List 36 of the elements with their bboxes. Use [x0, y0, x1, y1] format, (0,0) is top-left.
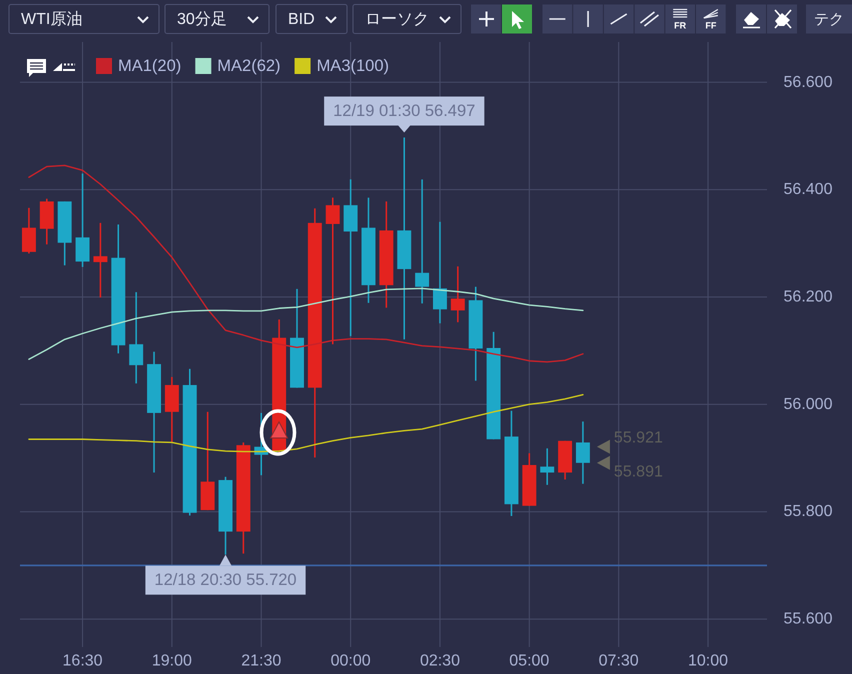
- x-tick-label: 19:00: [152, 652, 192, 670]
- text: BID: [288, 11, 315, 28]
- text: テク: [814, 11, 844, 28]
- y-tick-label: 56.600: [784, 74, 833, 91]
- y-tick-label: 55.600: [784, 610, 833, 628]
- y-tick-label: 56.200: [784, 288, 833, 306]
- chart-title: WTI原油: [21, 10, 82, 28]
- y-tick-label: 56.000: [784, 396, 833, 413]
- text: FF: [705, 20, 717, 30]
- legend-label: MA1(20): [118, 57, 182, 75]
- annotation: 12/19 01:30 56.497: [333, 102, 476, 120]
- text: 30分足: [177, 11, 227, 28]
- candlestick: [540, 448, 554, 486]
- x-tick-label: 21:30: [241, 652, 282, 670]
- x-tick-label: 02:30: [420, 652, 460, 670]
- candlestick: [576, 420, 590, 485]
- annotation: 12/18 20:30 55.720: [154, 571, 297, 590]
- legend-label: MA3(100): [316, 57, 390, 75]
- y-tick-label: 55.800: [784, 503, 833, 520]
- candlestick: [432, 221, 447, 324]
- x-tick-label: 16:30: [62, 652, 103, 670]
- candlestick: [129, 291, 144, 384]
- x-tick-label: 07:30: [598, 652, 639, 670]
- x-tick-label: 00:00: [330, 652, 371, 670]
- x-tick-label: 05:00: [509, 652, 550, 670]
- line-series: [28, 288, 584, 360]
- x-tick-label: 10:00: [688, 652, 728, 670]
- legend-label: MA2(62): [217, 57, 281, 75]
- candlestick: [93, 222, 108, 298]
- y-tick-label: 56.400: [784, 181, 833, 198]
- text: FR: [674, 20, 687, 30]
- candlestick: [326, 196, 340, 345]
- candlestick: [415, 178, 430, 304]
- line-series: [28, 164, 584, 363]
- text: ローソク: [365, 11, 429, 28]
- candlestick: [450, 266, 465, 323]
